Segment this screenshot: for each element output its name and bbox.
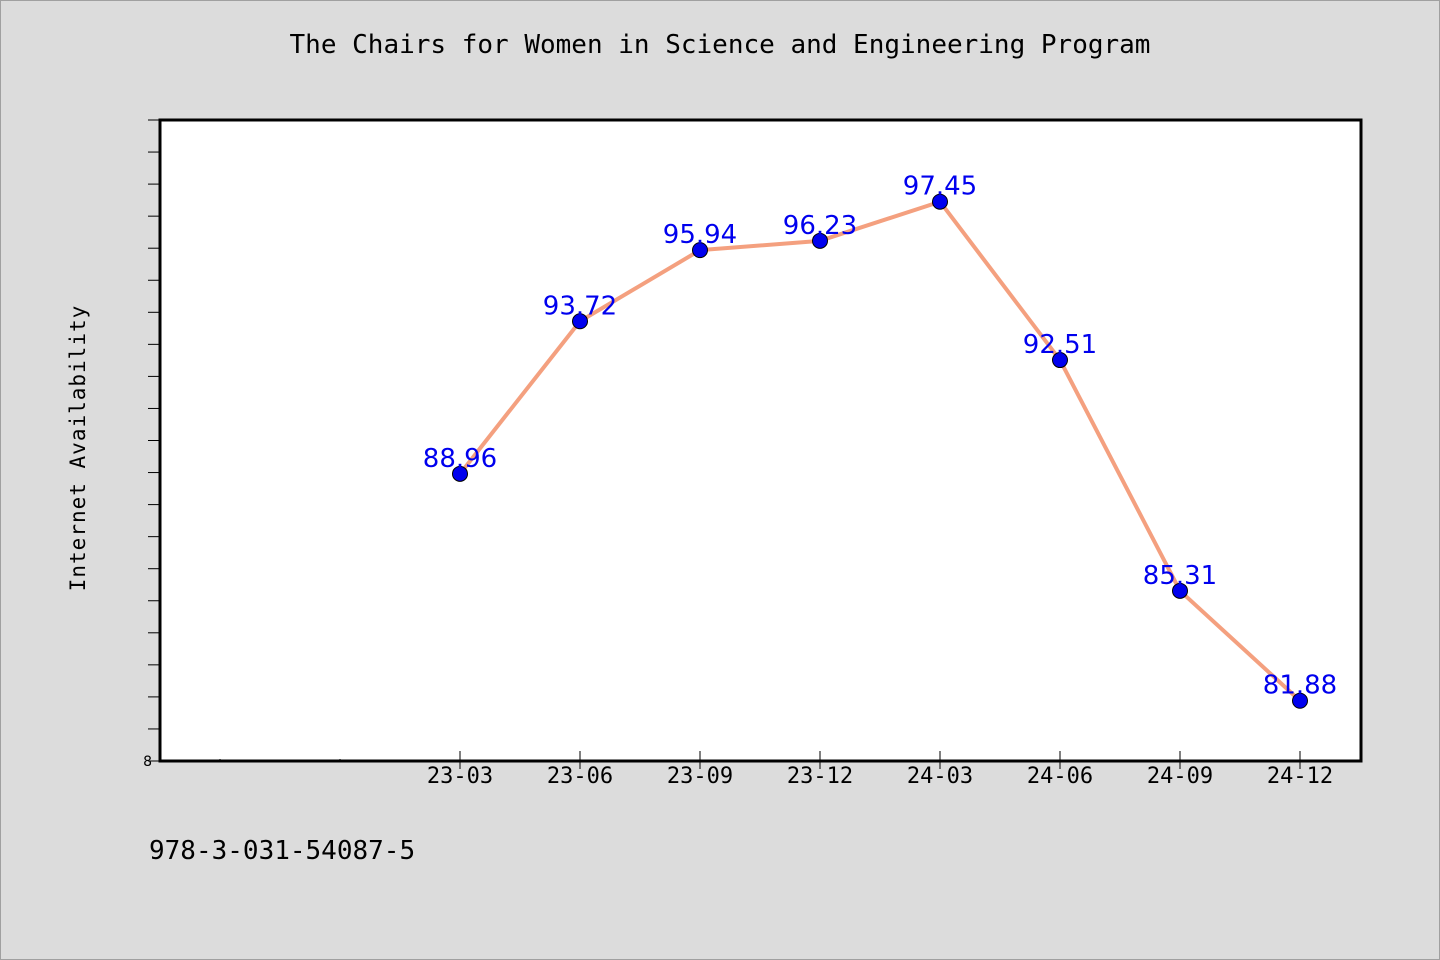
x-tick-label: 24-06 bbox=[1027, 764, 1093, 789]
footnote: 978-3-031-54087-5 bbox=[149, 836, 416, 866]
data-point bbox=[452, 465, 468, 482]
data-label: 88.96 bbox=[423, 444, 497, 474]
data-markers bbox=[452, 193, 1308, 709]
x-tick-label: 23-03 bbox=[427, 764, 493, 789]
data-point bbox=[1052, 352, 1068, 369]
series-line bbox=[458, 199, 1302, 703]
x-tick-label: 23-06 bbox=[547, 764, 613, 789]
data-point bbox=[1172, 582, 1188, 599]
data-point bbox=[932, 193, 948, 210]
x-tick-label: 24-03 bbox=[907, 764, 973, 789]
x-tick-label: 24-09 bbox=[1147, 764, 1213, 789]
x-tick-label: 23-12 bbox=[787, 764, 853, 789]
y-axis-ticks: 8 bbox=[143, 119, 160, 770]
data-label: 93.72 bbox=[543, 291, 617, 321]
x-tick-label: 24-12 bbox=[1267, 764, 1333, 789]
x-axis-ticks: 23-03 23-06 23-09 23-12 24-03 24-06 24-09 24-12 bbox=[219, 751, 1333, 789]
y-tick-label: 8 bbox=[143, 754, 152, 770]
data-label: 96.23 bbox=[783, 211, 857, 241]
data-point bbox=[572, 313, 588, 330]
data-label: 95.94 bbox=[663, 220, 737, 250]
data-label: 81.88 bbox=[1263, 671, 1337, 701]
data-point bbox=[692, 242, 708, 259]
data-label: 97.45 bbox=[903, 172, 977, 202]
data-point bbox=[1292, 692, 1308, 709]
plot-area bbox=[158, 118, 1363, 763]
data-label: 85.31 bbox=[1143, 561, 1217, 591]
data-label: 92.51 bbox=[1023, 330, 1097, 360]
data-labels: 88.96 93.72 95.94 96.23 97.45 92.51 85.31 81.88 bbox=[423, 172, 1337, 701]
chart-title: The Chairs for Women in Science and Engi… bbox=[289, 30, 1151, 60]
data-point bbox=[812, 232, 828, 249]
x-tick-label: 23-09 bbox=[667, 764, 733, 789]
